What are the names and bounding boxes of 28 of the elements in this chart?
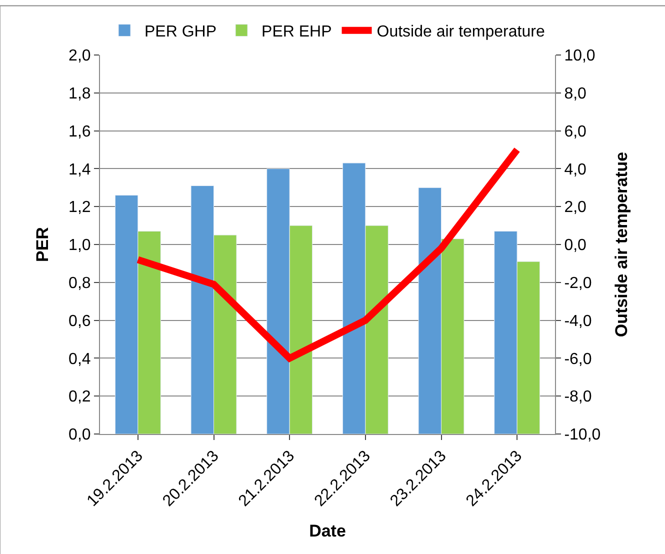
y-tick-label: 1,8 [68,86,91,102]
legend-label: PER GHP [144,24,217,41]
y-tick-label: 0,0 [68,426,91,444]
y2-tick-label: 2,0 [564,199,587,216]
y-tick-label: 1,4 [68,161,91,178]
y-tick-label: 1,0 [68,237,91,254]
y-tick-label: 0,2 [68,388,91,406]
y2-tick-label: -6,0 [564,350,592,368]
x-axis-title: Date [309,521,346,540]
y-axis-title: PER [33,227,52,262]
y-tick-label: 0,6 [68,312,91,330]
y2-tick-label: 4,0 [564,161,587,178]
y2-tick-label: -2,0 [564,275,592,292]
y2-axis-title: Outside air temperatue [612,152,632,338]
y-tick-label: 2,0 [68,48,91,65]
y2-tick-label: -8,0 [564,388,592,406]
y2-tick-label: 8,0 [564,86,587,102]
y2-tick-label: 6,0 [564,123,587,140]
legend-label: Outside air temperature [376,24,545,41]
y2-tick-label: 0,0 [564,237,587,254]
y-tick-label: 0,4 [68,350,91,368]
y-tick-label: 0,8 [68,275,91,292]
legend-label: PER EHP [262,24,332,41]
y2-tick-label: 10,0 [564,48,596,65]
y2-tick-label: -4,0 [564,312,592,330]
y-tick-label: 1,6 [68,123,91,140]
y-tick-label: 1,2 [68,199,91,216]
y2-tick-label: -10,0 [564,426,601,444]
